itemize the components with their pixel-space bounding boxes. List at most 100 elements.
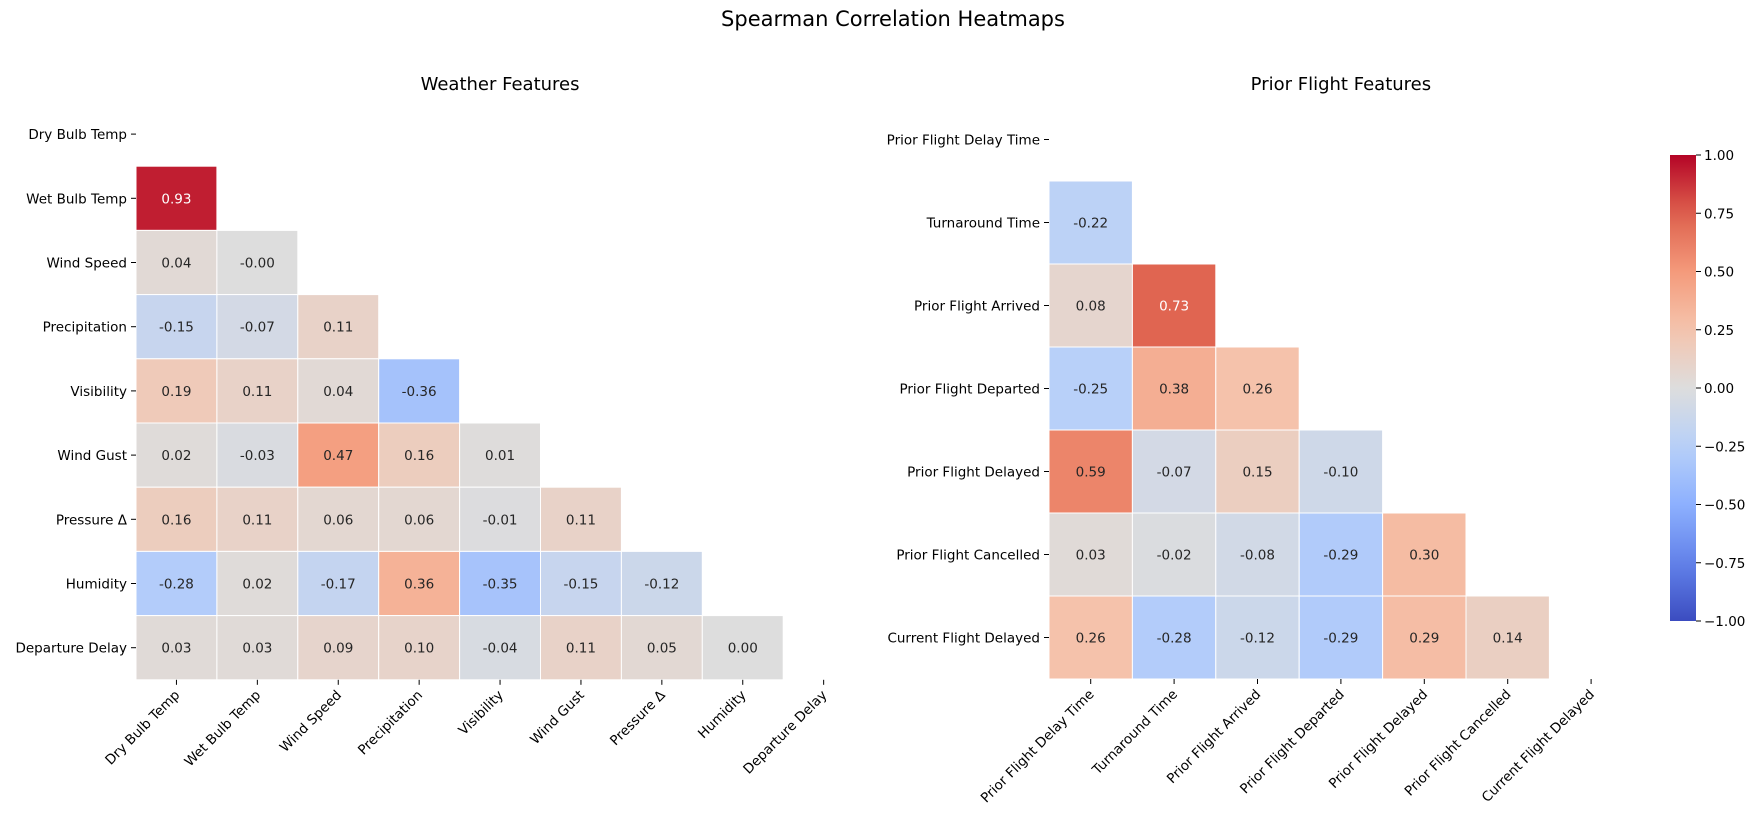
cell-value-label: 0.29 xyxy=(1409,631,1439,647)
cell-value-label: 0.10 xyxy=(404,641,434,657)
heatmap-cell xyxy=(297,486,380,552)
heatmap-cell xyxy=(1048,429,1133,514)
cell-value-label: -0.28 xyxy=(159,577,194,593)
cell-value-label: 0.73 xyxy=(1159,299,1189,315)
cell-value-label: 0.59 xyxy=(1076,465,1106,481)
heatmap-cell xyxy=(620,550,703,617)
cell-value-label: -0.15 xyxy=(159,320,194,336)
heatmap-cell xyxy=(459,422,542,488)
x-tick-label-turnaround-time: Turnaround Time xyxy=(1089,687,1181,779)
y-tick-label-wind-gust: Wind Gust xyxy=(57,448,127,464)
heatmap-cell xyxy=(1215,346,1300,431)
x-tick-label-wet-bulb-temp: Wet Bulb Temp xyxy=(182,687,265,770)
y-tick-label-visibility: Visibility xyxy=(70,384,127,400)
x-tick-label-prior-flight-arrived: Prior Flight Arrived xyxy=(1164,687,1264,787)
y-tick-label-prior-flight-delay-time: Prior Flight Delay Time xyxy=(887,133,1040,149)
cell-value-label: -0.03 xyxy=(240,448,275,464)
cell-value-label: 0.26 xyxy=(1242,382,1272,398)
cell-value-label: -0.01 xyxy=(483,512,518,528)
cell-value-label: 0.06 xyxy=(404,512,434,528)
heatmap-cell xyxy=(135,229,218,296)
heatmap-cell xyxy=(135,294,218,360)
y-tick-label-prior-flight-delayed: Prior Flight Delayed xyxy=(907,465,1040,481)
cell-value-label: -0.29 xyxy=(1323,631,1358,647)
cell-value-label: 0.16 xyxy=(404,448,434,464)
cell-value-label: 0.05 xyxy=(647,641,677,657)
cell-value-label: -0.12 xyxy=(1240,631,1275,647)
cell-value-label: -0.07 xyxy=(1157,465,1192,481)
heatmap-cell xyxy=(1131,346,1217,431)
cell-value-label: 0.16 xyxy=(161,512,191,528)
cell-value-label: 0.00 xyxy=(728,641,758,657)
cell-value-label: 0.02 xyxy=(242,577,272,593)
y-tick-label-pressure: Pressure Δ xyxy=(56,512,128,528)
heatmap-cell xyxy=(378,550,461,617)
cell-value-label: 0.03 xyxy=(161,641,191,657)
heatmap-cell xyxy=(297,294,380,360)
cell-value-label: -0.04 xyxy=(483,641,518,657)
heatmap-cell xyxy=(1215,512,1300,597)
cell-value-label: 0.02 xyxy=(161,448,191,464)
colorbar: 1.00 0.75 0.50 0.25 0.00 −0.25 −0.50 −0.75 −1.00 xyxy=(1670,148,1745,630)
heatmap-cell xyxy=(1048,180,1133,265)
y-tick-label-prior-flight-departed: Prior Flight Departed xyxy=(899,382,1040,398)
heatmap-cell xyxy=(216,422,299,488)
heatmap-cells: -0.22 0.08 0.73 -0.25 0.38 0.26 0.59 -0.07 0.15 -… xyxy=(1048,180,1550,680)
cell-value-label: 0.03 xyxy=(1076,548,1106,564)
colorbar-gradient xyxy=(1670,155,1696,621)
panel-title: Weather Features xyxy=(421,74,580,95)
cell-value-label: -0.25 xyxy=(1073,382,1108,398)
heatmap-cell xyxy=(378,486,461,552)
cell-value-label: 0.26 xyxy=(1076,631,1106,647)
colorbar-tick-label: −0.75 xyxy=(1704,556,1745,572)
x-tick-label-pressure: Pressure Δ xyxy=(607,687,669,749)
cell-value-label: 0.15 xyxy=(1242,465,1272,481)
y-tick-label-prior-flight-cancelled: Prior Flight Cancelled xyxy=(896,548,1040,564)
colorbar-tick-label: 1.00 xyxy=(1704,148,1734,164)
heatmap-cell xyxy=(1131,429,1217,514)
cell-value-label: -0.15 xyxy=(563,577,598,593)
x-tick-label-dry-bulb-temp: Dry Bulb Temp xyxy=(102,687,183,768)
cell-value-label: 0.01 xyxy=(485,448,515,464)
heatmap-cell xyxy=(135,165,218,231)
x-tick-label-precipitation: Precipitation xyxy=(355,687,426,758)
y-axis-tick-labels: Prior Flight Delay Time Turnaround Time Pr… xyxy=(887,133,1049,647)
cell-value-label: 0.36 xyxy=(404,577,434,593)
cell-value-label: 0.11 xyxy=(566,641,596,657)
y-axis-tick-labels: Dry Bulb Temp Wet Bulb Temp Wind Speed Prec… xyxy=(15,127,136,657)
y-tick-label-humidity: Humidity xyxy=(66,577,127,593)
cell-value-label: -0.10 xyxy=(1323,465,1358,481)
heatmap-cells: 0.93 0.04 -0.00 -0.15 -0.07 0.11 0.19 0.11 0.04 -… xyxy=(135,165,784,681)
heatmap-cell xyxy=(216,358,299,424)
cell-value-label: -0.00 xyxy=(240,256,275,272)
heatmap-cell xyxy=(1215,429,1300,514)
y-tick-label-precipitation: Precipitation xyxy=(43,320,127,336)
cell-value-label: -0.08 xyxy=(1240,548,1275,564)
cell-value-label: -0.36 xyxy=(402,384,437,400)
x-tick-label-wind-gust: Wind Gust xyxy=(527,687,588,748)
y-tick-label-wet-bulb-temp: Wet Bulb Temp xyxy=(26,191,127,207)
heatmap-cell xyxy=(1048,263,1133,348)
heatmap-prior-flight-features: Prior Flight Features -0.22 0.08 0.73 -0.25 0… xyxy=(887,74,1598,806)
cell-value-label: 0.14 xyxy=(1493,631,1523,647)
heatmap-cell xyxy=(1131,263,1217,348)
cell-value-label: 0.06 xyxy=(323,512,353,528)
x-tick-label-wind-speed: Wind Speed xyxy=(277,687,345,755)
cell-value-label: 0.38 xyxy=(1159,382,1189,398)
cell-value-label: 0.19 xyxy=(161,384,191,400)
cell-value-label: -0.29 xyxy=(1323,548,1358,564)
heatmap-cell xyxy=(378,422,461,488)
heatmap-cell xyxy=(701,615,784,681)
cell-value-label: -0.02 xyxy=(1157,548,1192,564)
heatmap-cell xyxy=(216,229,299,296)
heatmap-cell xyxy=(135,550,218,617)
heatmap-cell xyxy=(459,486,542,552)
heatmap-cell xyxy=(1048,346,1133,431)
y-tick-label-turnaround-time: Turnaround Time xyxy=(926,216,1040,232)
heatmap-cell xyxy=(216,550,299,617)
